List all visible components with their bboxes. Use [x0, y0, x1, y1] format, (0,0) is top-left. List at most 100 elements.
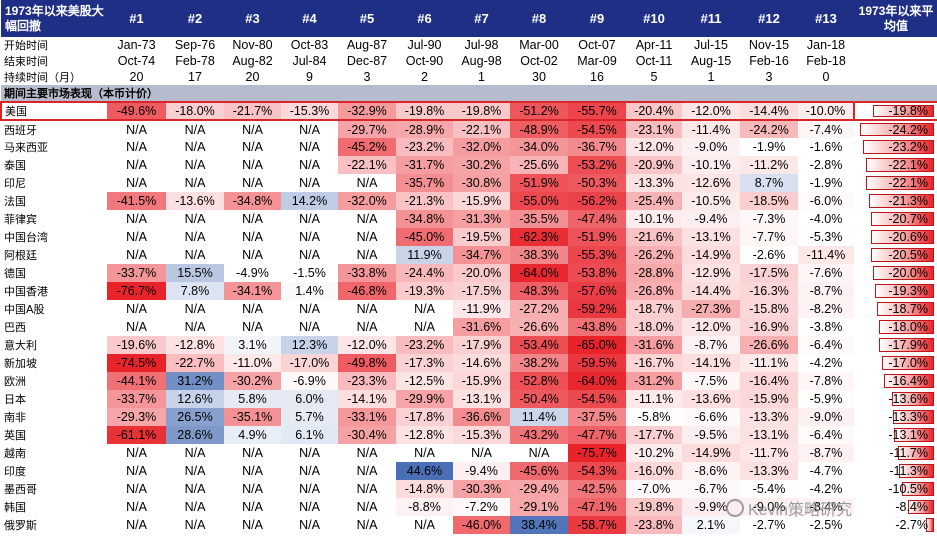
value-cell: 44.6% [396, 462, 453, 480]
average-cell: -24.2% [854, 120, 937, 138]
meta-cell: Feb-16 [749, 54, 789, 68]
average-bar [899, 464, 934, 478]
value-cell: N/A [299, 518, 320, 532]
value-cell: -53.4% [510, 336, 568, 354]
average-bar [893, 410, 934, 424]
value-cell: 4.9% [224, 426, 281, 444]
meta-cell: Apr-11 [635, 38, 673, 52]
table-row: 日本 -33.7% 12.6% 5.8% 6.0% -14.1% -29.9% -13.1% -… [1, 390, 937, 408]
value-cell: -26.2% [626, 246, 682, 264]
value-cell: -1.9% [798, 174, 854, 192]
value-cell: -15.3% [453, 426, 510, 444]
value-cell: -34.1% [224, 282, 281, 300]
meta-cell: Aug-15 [690, 54, 732, 68]
table-row: 印尼 N/A N/A N/A N/A N/A -35.7% -30.8% -51.9% -50.3… [1, 174, 937, 192]
average-value: -19.8% [888, 104, 928, 118]
value-cell: -20.0% [453, 264, 510, 282]
value-cell: 6.1% [281, 426, 338, 444]
value-cell: N/A [184, 122, 206, 137]
value-cell: -76.7% [107, 282, 166, 300]
average-bar [892, 392, 934, 406]
meta-blank [854, 37, 937, 53]
value-cell: N/A [126, 212, 147, 226]
value-cell: -13.3% [740, 462, 798, 480]
value-cell: -5.3% [798, 228, 854, 246]
value-cell: -13.3% [626, 174, 682, 192]
value-cell: -30.8% [453, 174, 510, 192]
value-cell: N/A [126, 302, 147, 316]
value-cell: N/A [356, 482, 378, 496]
value-cell: -4.2% [798, 480, 854, 498]
value-cell: -51.9% [568, 228, 626, 246]
value-cell: -12.5% [396, 372, 453, 390]
value-cell: 15.5% [166, 264, 224, 282]
value-cell: -3.8% [798, 318, 854, 336]
value-cell: N/A [242, 248, 263, 262]
table-body: 开始时间 Jan-73 Sep-76 Nov-80 Oct-83 Aug-87 Jul-90… [0, 37, 937, 534]
average-value: -21.3% [888, 194, 928, 208]
market-label: 意大利 [4, 339, 37, 352]
average-cell: -18.7% [854, 300, 937, 318]
value-cell: 11.4% [510, 408, 568, 426]
value-cell: -8.2% [798, 300, 854, 318]
value-cell: -5.4% [740, 480, 798, 498]
market-label: 印度 [4, 465, 26, 478]
market-label: 欧洲 [4, 375, 26, 388]
value-cell: -45.0% [396, 228, 453, 246]
average-value: -20.0% [888, 266, 928, 280]
market-label: 美国 [0, 101, 107, 121]
table-row: 中国A股 N/A N/A N/A N/A N/A N/A -11.9% -27.2% -59.2%… [1, 300, 937, 318]
average-bar [866, 176, 934, 190]
watermark-text: Kevin策略研究 [748, 502, 853, 519]
value-cell: -35.5% [510, 210, 568, 228]
average-bar [902, 482, 934, 496]
meta-cell: Aug-98 [461, 54, 502, 68]
value-cell: -11.2% [740, 156, 798, 174]
table-row: 新加坡 -74.5% -22.7% -11.0% -17.0% -49.8% -17.3% -… [1, 354, 937, 372]
value-cell: N/A [126, 482, 147, 496]
value-cell: -48.3% [510, 282, 568, 300]
value-cell: -12.0% [682, 318, 740, 336]
value-cell: N/A [126, 248, 147, 262]
average-cell: -13.1% [854, 426, 937, 444]
value-cell: 12.3% [281, 336, 338, 354]
meta-cell: Jan-73 [117, 38, 156, 52]
value-cell: -74.5% [107, 354, 166, 372]
average-value: -13.1% [888, 428, 928, 442]
header-col-12: #12 [740, 0, 798, 37]
meta-label: 持续时间（月） [4, 71, 81, 84]
average-value: -20.7% [888, 212, 928, 226]
value-cell: N/A [414, 446, 435, 460]
value-cell: -6.4% [798, 336, 854, 354]
value-cell: -55.3% [568, 246, 626, 264]
value-cell: -7.4% [798, 120, 854, 138]
average-bar [860, 123, 934, 136]
value-cell: -12.9% [682, 264, 740, 282]
market-label: 中国台湾 [4, 231, 48, 244]
average-cell: -10.5% [854, 480, 937, 498]
table-row: 俄罗斯 N/A N/A N/A N/A N/A N/A -46.0% 38.4% -58.7% -2… [1, 516, 937, 534]
value-cell: 3.1% [224, 336, 281, 354]
value-cell: N/A [184, 500, 206, 514]
value-cell: N/A [184, 230, 206, 244]
average-cell: -20.0% [854, 264, 937, 282]
value-cell: -47.1% [568, 498, 626, 516]
value-cell: -22.7% [166, 354, 224, 372]
value-cell: -13.1% [682, 228, 740, 246]
value-cell: N/A [184, 248, 206, 262]
value-cell: -48.9% [510, 120, 568, 138]
value-cell: N/A [528, 446, 550, 460]
meta-label: 开始时间 [4, 39, 48, 52]
table-row: 意大利 -19.6% -12.8% 3.1% 12.3% -12.0% -23.2% -17.… [1, 336, 937, 354]
average-value: -22.1% [888, 176, 928, 190]
value-cell: N/A [242, 230, 263, 244]
market-label: 德国 [4, 267, 26, 280]
value-cell: -22.1% [453, 120, 510, 138]
average-cell: -11.3% [854, 462, 937, 480]
value-cell: N/A [126, 446, 147, 460]
value-cell: -34.8% [224, 192, 281, 210]
average-cell: -18.0% [854, 318, 937, 336]
market-label: 印尼 [4, 177, 26, 190]
value-cell: N/A [184, 158, 206, 172]
table-row: 巴西 N/A N/A N/A N/A N/A N/A -31.6% -26.6% -43.8% -1… [1, 318, 937, 336]
